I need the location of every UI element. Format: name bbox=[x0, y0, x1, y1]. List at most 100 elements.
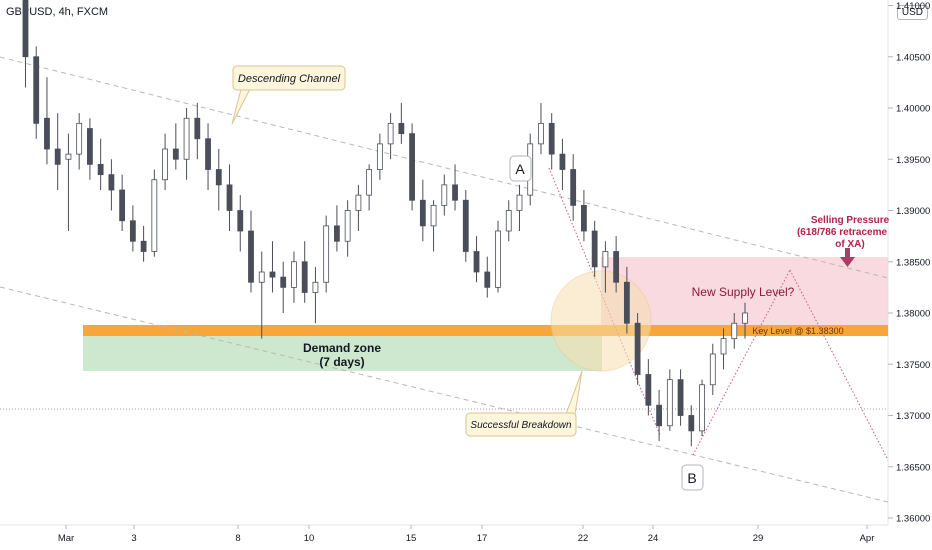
candle-bull bbox=[258, 271, 265, 283]
key-level-label: Key Level @ $1.38300 bbox=[752, 326, 843, 336]
candle-bull bbox=[430, 204, 437, 227]
point-b-label: B bbox=[687, 470, 696, 486]
selling-pressure-label-2: (618/786 retraceme bbox=[797, 227, 888, 238]
price-tick-label: 1.39000 bbox=[896, 206, 930, 217]
candle-bull bbox=[151, 179, 158, 252]
time-tick-label: 15 bbox=[406, 533, 417, 544]
candle-bear bbox=[484, 271, 491, 288]
point-b-badge bbox=[681, 464, 704, 491]
candle-bull bbox=[366, 169, 373, 196]
candle-bull bbox=[720, 338, 727, 355]
time-tick-label: 10 bbox=[304, 533, 315, 544]
candle-bull bbox=[495, 230, 501, 288]
price-axis[interactable]: 1.420001.415001.410001.405001.400001.395… bbox=[888, 0, 930, 525]
time-tick-label: 24 bbox=[648, 533, 659, 544]
price-tick-label: 1.36500 bbox=[896, 462, 930, 473]
time-axis[interactable]: Mar 3 8 10 15 17 22 24 29 Apr bbox=[58, 525, 875, 544]
candle-bear bbox=[33, 56, 40, 124]
candle-bear bbox=[645, 374, 652, 406]
candle-bear bbox=[205, 138, 211, 170]
candle-bear bbox=[570, 169, 577, 206]
candles-group bbox=[22, 0, 748, 447]
candle-bull bbox=[505, 210, 512, 232]
candle-bear bbox=[129, 220, 136, 242]
candle-bear bbox=[334, 225, 340, 242]
time-tick-label: 22 bbox=[578, 533, 589, 544]
candle-bear bbox=[623, 281, 630, 324]
candle-bear bbox=[613, 251, 620, 283]
currency-badge[interactable]: USD bbox=[896, 5, 928, 20]
candle-bear bbox=[462, 199, 469, 252]
time-tick-label: Mar bbox=[58, 533, 74, 544]
demand-zone-label-1: Demand zone bbox=[303, 341, 381, 355]
candle-bull bbox=[376, 143, 383, 170]
candle-bear bbox=[97, 163, 104, 176]
candle-bull bbox=[312, 281, 319, 293]
candle-bull bbox=[441, 184, 448, 206]
candle-bull bbox=[742, 312, 748, 324]
candle-bull bbox=[516, 194, 523, 211]
candle-bear bbox=[473, 251, 480, 273]
candle-bear bbox=[409, 133, 415, 201]
candle-bear bbox=[119, 189, 126, 222]
candle-bull bbox=[291, 261, 297, 288]
price-tick-label: 1.38000 bbox=[896, 309, 930, 320]
selling-pressure-label-1: Selling Pressure bbox=[811, 215, 890, 226]
candle-bear bbox=[237, 210, 244, 232]
projection-line-c bbox=[789, 269, 889, 461]
candle-bear bbox=[226, 184, 233, 211]
descending-channel-label: Descending Channel bbox=[238, 73, 341, 85]
candle-bull bbox=[538, 122, 544, 145]
candle-bear bbox=[248, 230, 254, 283]
candle-bear bbox=[172, 148, 179, 160]
candle-bear bbox=[581, 204, 587, 232]
candle-bull bbox=[76, 122, 83, 155]
down-arrow-icon bbox=[840, 248, 855, 267]
price-tick-label: 1.36000 bbox=[896, 514, 930, 525]
candle-bear bbox=[656, 404, 662, 427]
candle-bear bbox=[688, 415, 695, 432]
supply-zone-label: New Supply Level? bbox=[692, 285, 795, 299]
candle-bull bbox=[344, 210, 351, 242]
candle-bull bbox=[602, 251, 609, 268]
candle-bull bbox=[183, 117, 190, 160]
descending-channel-callout bbox=[232, 65, 346, 91]
demand-zone bbox=[83, 335, 602, 371]
selling-pressure-label-3: of XA) bbox=[835, 239, 864, 250]
time-tick-label: 29 bbox=[753, 533, 764, 544]
candle-bear bbox=[559, 153, 566, 170]
candle-bull bbox=[162, 148, 168, 181]
time-tick-label: Apr bbox=[860, 533, 875, 544]
candle-bear bbox=[398, 122, 405, 135]
price-tick-label: 1.37000 bbox=[896, 411, 930, 422]
key-level-band bbox=[83, 325, 888, 336]
candle-bull bbox=[65, 153, 72, 160]
candle-bear bbox=[677, 379, 684, 416]
price-tick-label: 1.38500 bbox=[896, 257, 930, 268]
candle-bull bbox=[666, 379, 673, 427]
candle-bear bbox=[591, 230, 598, 268]
breakdown-callout bbox=[465, 412, 577, 437]
candle-bear bbox=[548, 122, 555, 155]
candle-bear bbox=[54, 148, 61, 165]
breakdown-label: Successful Breakdown bbox=[470, 420, 572, 431]
time-tick-label: 3 bbox=[131, 533, 136, 544]
candle-bear bbox=[44, 117, 50, 150]
price-tick-label: 1.40500 bbox=[896, 52, 930, 63]
candle-bull bbox=[323, 225, 330, 283]
candle-bear bbox=[87, 128, 93, 165]
candle-bear bbox=[108, 174, 115, 191]
candle-bear bbox=[634, 322, 641, 375]
candle-bull bbox=[355, 194, 362, 211]
candle-bear bbox=[269, 271, 276, 278]
candle-bull bbox=[699, 384, 705, 432]
candle-bull bbox=[387, 122, 394, 145]
time-tick-label: 8 bbox=[235, 533, 240, 544]
breakdown-pointer bbox=[565, 370, 583, 415]
candle-bear bbox=[215, 169, 222, 186]
time-tick-label: 17 bbox=[477, 533, 488, 544]
candle-bear bbox=[452, 184, 458, 201]
candle-bear bbox=[194, 117, 201, 140]
candle-bull bbox=[709, 353, 716, 386]
